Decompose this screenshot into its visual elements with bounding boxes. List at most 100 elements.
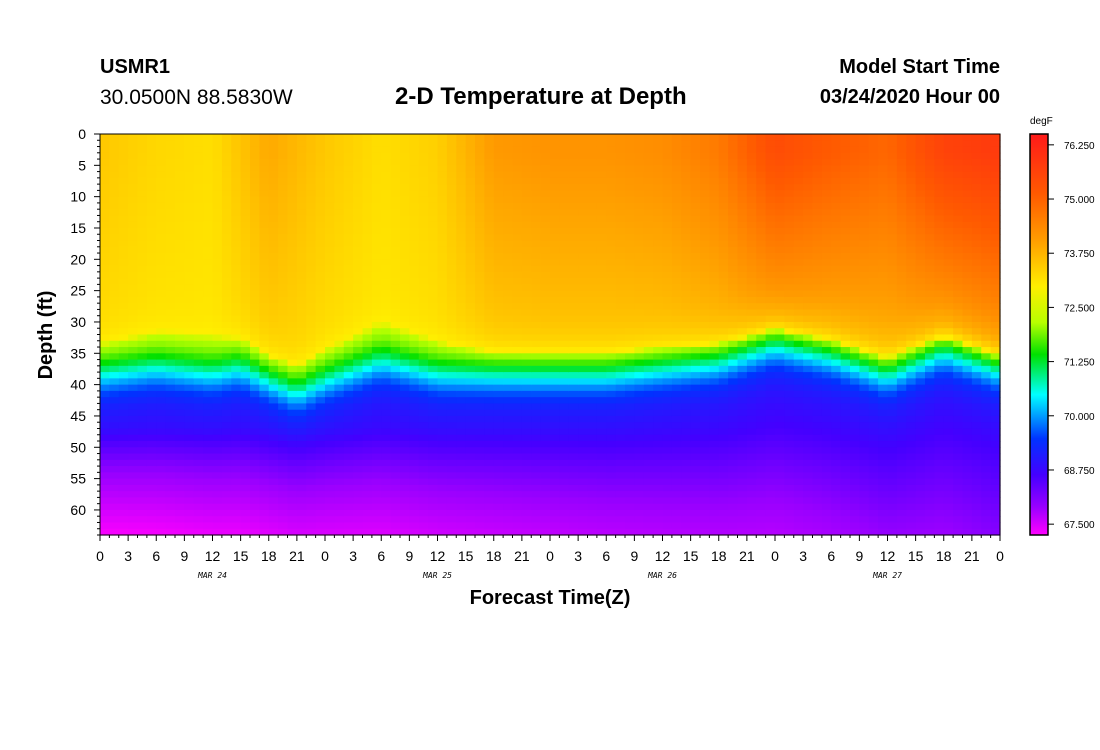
heatmap-cell bbox=[268, 328, 279, 336]
heatmap-cell bbox=[287, 390, 298, 398]
heatmap-cell bbox=[418, 384, 429, 392]
heatmap-cell bbox=[793, 165, 804, 173]
heatmap-cell bbox=[606, 415, 617, 423]
heatmap-cell bbox=[493, 466, 504, 473]
heatmap-cell bbox=[109, 403, 120, 411]
heatmap-cell bbox=[446, 459, 457, 467]
heatmap-cell bbox=[718, 491, 729, 499]
heatmap-cell bbox=[671, 165, 682, 173]
heatmap-cell bbox=[259, 202, 270, 210]
heatmap-cell bbox=[165, 328, 176, 336]
heatmap-cell bbox=[456, 441, 467, 448]
heatmap-cell bbox=[184, 484, 195, 492]
heatmap-cell bbox=[671, 359, 682, 367]
heatmap-cell bbox=[128, 146, 139, 154]
heatmap-cell bbox=[709, 415, 720, 423]
heatmap-cell bbox=[250, 422, 260, 430]
heatmap-cell bbox=[390, 328, 401, 336]
heatmap-cell bbox=[746, 253, 757, 260]
heatmap-cell bbox=[353, 472, 364, 480]
heatmap-cell bbox=[540, 134, 551, 141]
heatmap-cell bbox=[718, 221, 729, 229]
heatmap-cell bbox=[315, 409, 326, 417]
heatmap-cell bbox=[456, 516, 467, 524]
heatmap-cell bbox=[325, 209, 335, 217]
heatmap-cell bbox=[437, 472, 448, 480]
heatmap-cell bbox=[128, 434, 139, 442]
heatmap-cell bbox=[137, 177, 148, 185]
heatmap-cell bbox=[456, 334, 467, 342]
heatmap-cell bbox=[578, 434, 589, 442]
heatmap-cell bbox=[203, 209, 214, 217]
heatmap-cell bbox=[671, 447, 682, 455]
heatmap-cell bbox=[521, 359, 532, 367]
heatmap-cell bbox=[728, 196, 739, 204]
heatmap-cell bbox=[578, 171, 589, 179]
heatmap-cell bbox=[221, 240, 232, 248]
heatmap-cell bbox=[531, 159, 542, 166]
heatmap-cell bbox=[381, 253, 392, 260]
heatmap-cell bbox=[737, 528, 748, 536]
heatmap-cell bbox=[503, 290, 514, 298]
heatmap-cell bbox=[728, 340, 739, 348]
heatmap-cell bbox=[315, 384, 326, 392]
heatmap-cell bbox=[296, 509, 307, 517]
heatmap-cell bbox=[203, 227, 214, 235]
heatmap-cell bbox=[446, 165, 457, 173]
heatmap-cell bbox=[165, 202, 176, 210]
heatmap-cell bbox=[606, 265, 617, 273]
heatmap-cell bbox=[671, 397, 682, 405]
heatmap-cell bbox=[596, 340, 607, 348]
heatmap-cell bbox=[718, 152, 729, 160]
heatmap-cell bbox=[756, 516, 767, 524]
heatmap-cell bbox=[765, 516, 776, 524]
heatmap-cell bbox=[512, 215, 523, 223]
heatmap-cell bbox=[156, 159, 167, 166]
heatmap-cell bbox=[756, 209, 767, 217]
heatmap-cell bbox=[512, 265, 523, 273]
heatmap-cell bbox=[625, 146, 635, 154]
heatmap-cell bbox=[315, 190, 326, 198]
heatmap-cell bbox=[221, 503, 232, 511]
heatmap-cell bbox=[690, 177, 701, 185]
heatmap-cell bbox=[259, 140, 270, 148]
heatmap-cell bbox=[184, 390, 195, 398]
heatmap-cell bbox=[568, 472, 579, 480]
heatmap-cell bbox=[362, 221, 373, 229]
heatmap-cell bbox=[315, 390, 326, 398]
heatmap-cell bbox=[371, 259, 382, 267]
heatmap-cell bbox=[100, 309, 110, 317]
heatmap-cell bbox=[296, 234, 307, 242]
heatmap-cell bbox=[156, 309, 167, 317]
heatmap-cell bbox=[165, 246, 176, 254]
heatmap-cell bbox=[784, 134, 795, 141]
heatmap-cell bbox=[118, 278, 129, 285]
heatmap-cell bbox=[700, 415, 710, 423]
heatmap-cell bbox=[775, 171, 785, 179]
heatmap-cell bbox=[775, 296, 785, 304]
heatmap-cell bbox=[550, 372, 560, 379]
heatmap-cell bbox=[184, 221, 195, 229]
heatmap-cell bbox=[296, 378, 307, 386]
heatmap-cell bbox=[118, 390, 129, 398]
heatmap-cell bbox=[390, 309, 401, 317]
heatmap-cell bbox=[615, 321, 626, 329]
heatmap-cell bbox=[653, 221, 664, 229]
heatmap-cell bbox=[803, 278, 814, 285]
heatmap-cell bbox=[250, 246, 260, 254]
heatmap-cell bbox=[550, 246, 560, 254]
heatmap-cell bbox=[325, 353, 335, 361]
heatmap-cell bbox=[634, 165, 645, 173]
heatmap-cell bbox=[259, 190, 270, 198]
heatmap-cell bbox=[746, 466, 757, 473]
heatmap-cell bbox=[100, 315, 110, 323]
heatmap-cell bbox=[381, 459, 392, 467]
heatmap-cell bbox=[221, 347, 232, 354]
heatmap-cell bbox=[203, 284, 214, 292]
heatmap-cell bbox=[512, 466, 523, 473]
heatmap-cell bbox=[334, 497, 345, 505]
heatmap-cell bbox=[371, 171, 382, 179]
heatmap-cell bbox=[559, 271, 570, 279]
heatmap-cell bbox=[559, 509, 570, 517]
heatmap-cell bbox=[306, 215, 317, 223]
